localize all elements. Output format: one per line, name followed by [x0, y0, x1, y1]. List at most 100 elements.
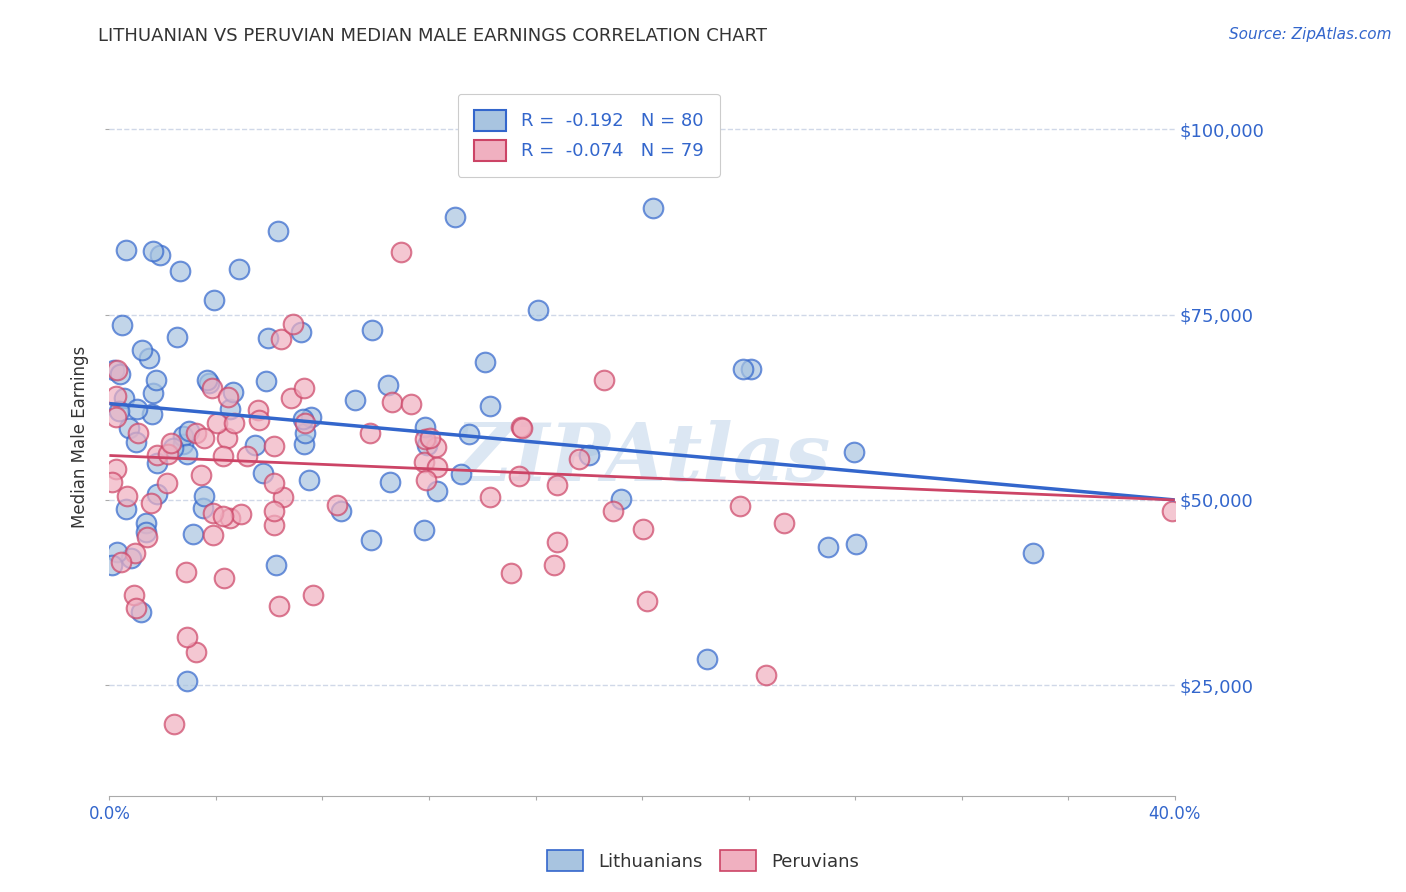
Point [301, 588, 323, 602]
Point [510, 420, 533, 434]
Point [499, 566, 522, 581]
Point [110, 555, 132, 569]
Point [740, 361, 762, 376]
Point [415, 473, 437, 487]
Point [112, 391, 135, 405]
Point [479, 400, 502, 414]
Point [156, 447, 179, 461]
Point [146, 448, 169, 462]
Point [127, 401, 149, 416]
Point [114, 244, 136, 258]
Point [416, 438, 439, 452]
Point [458, 427, 481, 442]
Point [103, 363, 125, 377]
Point [247, 402, 270, 417]
Point [631, 522, 654, 536]
Point [202, 506, 225, 520]
Point [101, 475, 124, 490]
Point [508, 468, 530, 483]
Text: Source: ZipAtlas.com: Source: ZipAtlas.com [1229, 27, 1392, 42]
Point [122, 588, 145, 602]
Point [443, 210, 465, 224]
Point [176, 447, 198, 461]
Point [184, 425, 207, 440]
Point [543, 558, 565, 572]
Point [378, 475, 401, 490]
Point [215, 431, 238, 445]
Point [235, 449, 257, 463]
Point [294, 381, 316, 395]
Point [479, 490, 502, 504]
Point [263, 504, 285, 518]
Point [105, 410, 128, 425]
Point [222, 384, 245, 399]
Point [755, 668, 778, 682]
Point [145, 456, 167, 470]
Point [198, 376, 221, 390]
Point [149, 248, 172, 262]
Point [299, 409, 322, 424]
Point [145, 374, 167, 388]
Point [131, 343, 153, 357]
Point [104, 390, 127, 404]
Point [141, 244, 163, 259]
Point [602, 504, 624, 518]
Point [252, 466, 274, 480]
Point [817, 540, 839, 554]
Point [141, 408, 163, 422]
Point [176, 673, 198, 688]
Point [193, 501, 215, 516]
Point [124, 546, 146, 560]
Point [159, 436, 181, 450]
Point [474, 355, 496, 369]
Point [118, 421, 141, 435]
Point [214, 571, 236, 585]
Point [510, 420, 533, 434]
Point [381, 395, 404, 409]
Point [263, 518, 285, 533]
Point [108, 368, 131, 382]
Point [593, 373, 616, 387]
Point [174, 565, 197, 579]
Point [120, 550, 142, 565]
Point [419, 431, 441, 445]
Point [224, 417, 246, 431]
Point [228, 261, 250, 276]
Point [101, 558, 124, 572]
Point [377, 378, 399, 392]
Point [205, 416, 228, 430]
Point [163, 717, 186, 731]
Point [329, 503, 352, 517]
Point [111, 318, 134, 333]
Point [637, 594, 659, 608]
Point [290, 325, 312, 339]
Point [1161, 504, 1184, 518]
Point [217, 390, 239, 404]
Point [134, 524, 156, 539]
Point [298, 473, 321, 487]
Point [773, 516, 796, 531]
Point [202, 527, 225, 541]
Point [257, 331, 280, 345]
Point [730, 500, 752, 514]
Point [294, 416, 316, 430]
Point [412, 455, 434, 469]
Point [546, 478, 568, 492]
Point [169, 263, 191, 277]
Point [426, 460, 449, 475]
Point [842, 444, 865, 458]
Point [292, 437, 315, 451]
Point [426, 483, 449, 498]
Point [243, 437, 266, 451]
Point [412, 524, 434, 538]
Point [105, 544, 128, 558]
Point [845, 537, 868, 551]
Point [425, 440, 447, 454]
Point [610, 491, 633, 506]
Point [131, 605, 153, 619]
Point [578, 449, 600, 463]
Point [139, 496, 162, 510]
Point [568, 452, 591, 467]
Point [413, 419, 436, 434]
Point [641, 201, 664, 215]
